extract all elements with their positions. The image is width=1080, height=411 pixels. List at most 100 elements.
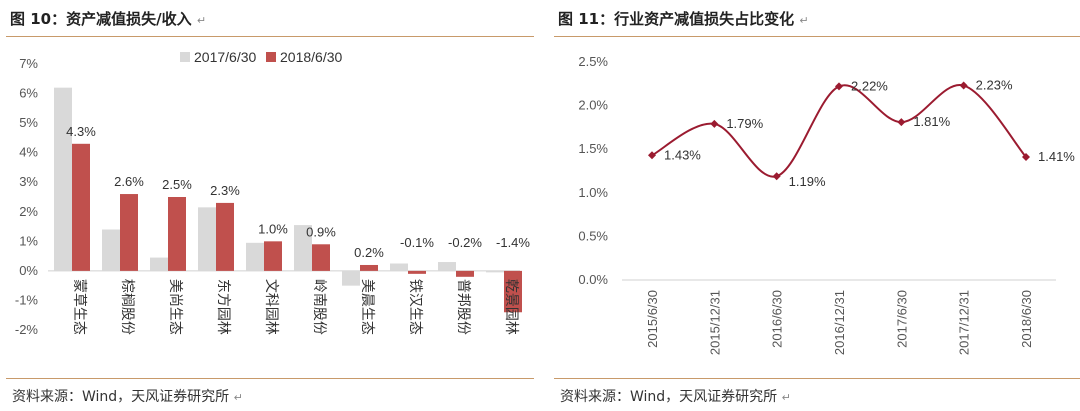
paragraph-mark: ↵ (233, 391, 243, 404)
bar-2018 (360, 264, 378, 271)
legend-label-2018: 2018/6/30 (280, 49, 342, 65)
bar-data-label: 0.2% (354, 245, 384, 260)
bar-2018 (72, 143, 90, 271)
paragraph-mark: ↵ (799, 14, 809, 27)
bar-data-label: -0.2% (448, 235, 482, 250)
y-tick-label: 6% (19, 86, 38, 101)
x-tick-label: 2017/12/31 (957, 290, 972, 355)
category-label: 岭南股份 (311, 279, 327, 335)
y-tick-label: 1.5% (578, 141, 608, 156)
y-tick-label: 1% (19, 233, 38, 248)
category-label: 美尚生态 (167, 279, 183, 335)
category-label: 蒙草生态 (71, 279, 87, 335)
bar-data-label: 0.9% (306, 224, 336, 239)
data-point-marker (648, 151, 656, 160)
right-source-note: 资料来源：Wind，天风证券研究所 ↵ (560, 386, 791, 406)
data-point-marker (959, 81, 968, 90)
bar-2017 (390, 263, 408, 271)
line-chart: 2.5% 2.0% 1.5% 1.0% 0.5% 0.0% 1.43% 2015/6/30 1.… (578, 54, 1075, 355)
category-label: 乾景园林 (503, 279, 519, 335)
line-data-label: 2.23% (976, 78, 1013, 93)
y-tick-label: 0% (19, 263, 38, 278)
y-tick-label: 1.0% (578, 185, 608, 200)
category-label: 铁汉生态 (407, 279, 423, 335)
bar-2017 (198, 207, 216, 271)
line-data-label: 1.43% (664, 147, 701, 162)
data-point-marker (897, 118, 906, 127)
right-source-text: 资料来源：Wind，天风证券研究所 (560, 389, 778, 405)
bar-2018 (408, 270, 426, 274)
bar-2018 (312, 244, 330, 271)
category-label: 普邦股份 (455, 279, 471, 335)
right-chart-title-text: 图 11：行业资产减值损失占比变化 (558, 10, 795, 28)
left-chart-title-text: 图 10：资产减值损失/收入 (10, 10, 192, 28)
y-tick-label: 3% (19, 174, 38, 189)
y-tick-label: 4% (19, 145, 38, 160)
left-source-note: 资料来源：Wind，天风证券研究所 ↵ (12, 386, 243, 406)
paragraph-mark: ↵ (196, 14, 207, 27)
bar-2018 (120, 194, 138, 271)
bar-2017 (342, 270, 360, 286)
y-tick-label: -2% (15, 322, 39, 337)
bar-2017 (438, 262, 456, 271)
x-tick-label: 2018/6/30 (1019, 290, 1034, 348)
bar-data-label: 4.3% (66, 124, 96, 139)
series-line (651, 84, 1027, 178)
data-point-marker (772, 172, 781, 181)
legend-swatch-2018 (266, 52, 276, 62)
bar-data-label: -0.1% (400, 235, 434, 250)
bar-2017 (102, 229, 120, 271)
bar-data-label: 1.0% (258, 221, 288, 236)
category-label: 棕榈股份 (119, 279, 135, 335)
bar-data-label: 2.5% (162, 177, 192, 192)
bar-2018 (504, 270, 522, 313)
data-point-marker (1022, 153, 1030, 162)
bar-data-label: 2.6% (114, 174, 144, 189)
x-tick-label: 2017/6/30 (894, 290, 909, 348)
left-chart-panel: 图 10：资产减值损失/收入 ↵ 7% 6% 5% 4% 3% 2% 1% 0% -1% -2% 4… (0, 0, 534, 411)
y-tick-label: 5% (19, 115, 38, 130)
left-source-text: 资料来源：Wind，天风证券研究所 (12, 389, 230, 405)
right-chart-panel: 图 11：行业资产减值损失占比变化 ↵ 2.5% 2.0% 1.5% 1.0% 0.5%… (548, 0, 1080, 411)
category-label: 美晨生态 (359, 279, 375, 335)
data-point-marker (710, 119, 719, 128)
y-tick-label: 2.5% (578, 54, 608, 69)
line-data-label: 1.81% (913, 114, 950, 129)
paragraph-mark: ↵ (781, 391, 791, 404)
bar-chart: 7% 6% 5% 4% 3% 2% 1% 0% -1% -2% 4.3% 蒙草生态 2.6% 棕榈股份 2.… (15, 49, 531, 337)
bar-2018 (264, 241, 282, 271)
bar-2018 (216, 202, 234, 271)
x-tick-label: 2015/12/31 (707, 290, 722, 355)
bar-2017 (294, 225, 312, 271)
bar-2017 (150, 257, 168, 271)
left-chart-title: 图 10：资产减值损失/收入 ↵ (10, 8, 206, 29)
bar-2017 (246, 242, 264, 271)
y-tick-label: -1% (15, 292, 39, 307)
category-label: 东方园林 (215, 279, 231, 335)
line-data-label: 1.41% (1038, 149, 1075, 164)
data-point-marker (835, 82, 843, 91)
bottom-rule (6, 378, 534, 379)
line-data-label: 2.22% (851, 78, 888, 93)
x-tick-label: 2016/12/31 (832, 290, 847, 355)
y-tick-label: 2% (19, 204, 38, 219)
y-tick-label: 2.0% (578, 98, 608, 113)
line-data-label: 1.79% (726, 116, 763, 131)
legend-label-2017: 2017/6/30 (194, 49, 256, 65)
bar-data-label: -1.4% (496, 235, 530, 250)
bar-data-label: 2.3% (210, 183, 240, 198)
y-tick-label: 7% (19, 56, 38, 71)
y-tick-label: 0.0% (578, 272, 608, 287)
y-tick-label: 0.5% (578, 228, 608, 243)
category-label: 文科园林 (263, 279, 279, 335)
x-tick-label: 2016/6/30 (770, 290, 785, 348)
bar-2017 (54, 87, 72, 271)
x-tick-label: 2015/6/30 (645, 290, 660, 348)
right-chart-title: 图 11：行业资产减值损失占比变化 ↵ (558, 8, 809, 29)
bar-2018 (168, 197, 186, 271)
legend-swatch-2017 (180, 52, 190, 62)
bottom-rule (554, 378, 1080, 379)
line-data-label: 1.19% (789, 174, 826, 189)
bar-2017 (486, 270, 504, 273)
bar-2018 (456, 270, 474, 277)
